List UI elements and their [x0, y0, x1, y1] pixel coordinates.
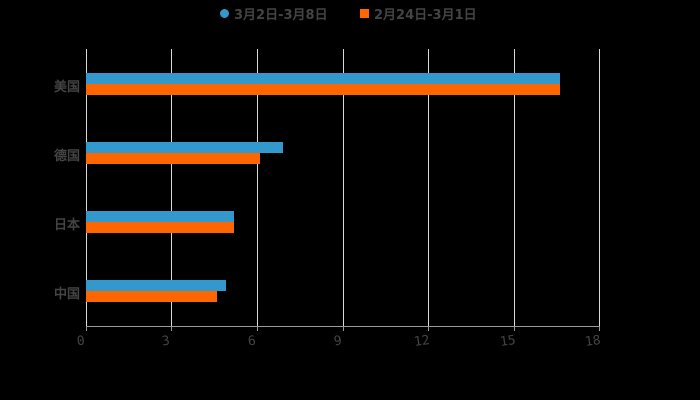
gridline — [86, 49, 87, 326]
x-tick — [428, 326, 429, 331]
x-tick — [257, 326, 258, 331]
chart-legend: 3月2日-3月8日 2月24日-3月1日 — [0, 4, 700, 24]
x-tick — [171, 326, 172, 331]
x-tick — [514, 326, 515, 331]
gridline — [514, 49, 515, 326]
x-tick-label: 3 — [160, 333, 171, 350]
x-tick-label: 0 — [75, 333, 86, 350]
category-label: 美国 — [53, 80, 80, 95]
bar-series2[interactable] — [86, 153, 260, 164]
gridline — [171, 49, 172, 326]
bar-series1[interactable] — [86, 211, 234, 222]
circle-marker-icon — [220, 9, 229, 18]
bar-series1[interactable] — [86, 73, 560, 84]
category-label: 中国 — [53, 287, 80, 302]
x-tick — [86, 326, 87, 331]
bar-series2[interactable] — [86, 84, 560, 95]
bar-series1[interactable] — [86, 142, 283, 153]
gridline — [428, 49, 429, 326]
bar-series2[interactable] — [86, 291, 217, 302]
x-tick-label: 12 — [413, 332, 431, 351]
legend-label: 2月24日-3月1日 — [374, 8, 477, 23]
x-tick-label: 9 — [332, 333, 343, 350]
bar-series1[interactable] — [86, 280, 226, 291]
category-label: 德国 — [53, 149, 80, 164]
x-tick — [343, 326, 344, 331]
x-tick-label: 18 — [584, 332, 602, 351]
legend-item-series2[interactable]: 2月24日-3月1日 — [360, 4, 477, 23]
bar-series2[interactable] — [86, 222, 234, 233]
x-tick — [599, 326, 600, 331]
x-tick-label: 15 — [499, 332, 517, 351]
gridline — [257, 49, 258, 326]
x-tick-label: 6 — [246, 333, 257, 350]
category-label: 日本 — [53, 218, 80, 233]
square-marker-icon — [360, 9, 369, 18]
legend-item-series1[interactable]: 3月2日-3月8日 — [220, 4, 328, 23]
gridline — [599, 49, 600, 326]
legend-label: 3月2日-3月8日 — [234, 8, 328, 23]
gridline — [343, 49, 344, 326]
